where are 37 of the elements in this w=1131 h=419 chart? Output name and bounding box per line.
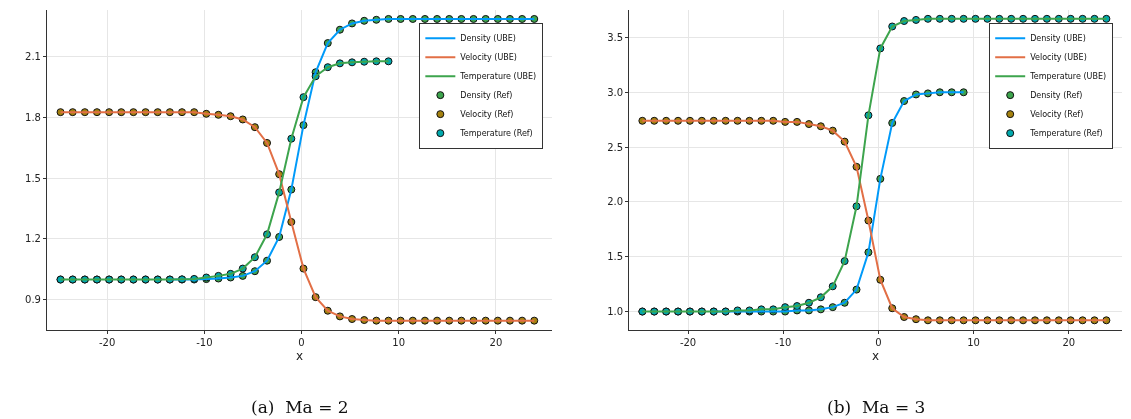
x-tick-label: 10 — [392, 337, 406, 349]
y-tick-label: 1.5 — [25, 172, 41, 184]
legend-label: Velocity (Ref) — [460, 110, 514, 120]
legend-label: Temperature (UBE) — [1029, 72, 1107, 82]
legend-label: Temperature (Ref) — [1029, 129, 1103, 139]
legend-label: Temperature (Ref) — [459, 129, 533, 139]
x-tick-label: 0 — [298, 337, 305, 349]
legend-label: Velocity (UBE) — [460, 53, 517, 63]
y-tick-label: 0.9 — [25, 294, 41, 306]
y-tick-label: 1.8 — [25, 111, 41, 123]
x-tick-label: -20 — [679, 337, 697, 349]
y-tick-label: 1.2 — [25, 233, 41, 245]
legend-label: Density (Ref) — [460, 91, 513, 101]
legend-label: Density (UBE) — [1030, 34, 1086, 44]
legend-label: Velocity (UBE) — [1030, 53, 1087, 63]
x-tick-label: 20 — [1062, 337, 1076, 349]
x-tick-label: -10 — [775, 337, 792, 349]
y-tick-label: 3.0 — [607, 86, 624, 98]
x-tick-label: 0 — [875, 337, 882, 349]
legend-label: Density (Ref) — [1030, 91, 1083, 101]
text: (b) Ma = 3 — [827, 397, 926, 417]
x-tick-label: 20 — [489, 337, 503, 349]
y-tick-label: 2.1 — [25, 51, 41, 63]
x-tick-label: 10 — [967, 337, 980, 349]
y-tick-label: 2.5 — [607, 141, 624, 153]
x-tick-label: -20 — [99, 337, 116, 349]
legend-label: Density (UBE) — [460, 34, 516, 44]
x-tick-label: -10 — [196, 337, 213, 349]
y-tick-label: 3.5 — [607, 31, 624, 43]
y-tick-label: 1.5 — [607, 251, 624, 263]
text: (a) Ma = 2 — [251, 397, 349, 417]
x-axis-title: x — [296, 349, 304, 364]
legend-label: Velocity (Ref) — [1030, 110, 1084, 120]
legend-label: Temperature (UBE) — [459, 72, 537, 82]
y-tick-label: 1.0 — [607, 306, 624, 318]
y-tick-label: 2.0 — [607, 196, 624, 208]
x-axis-title: x — [872, 349, 880, 364]
